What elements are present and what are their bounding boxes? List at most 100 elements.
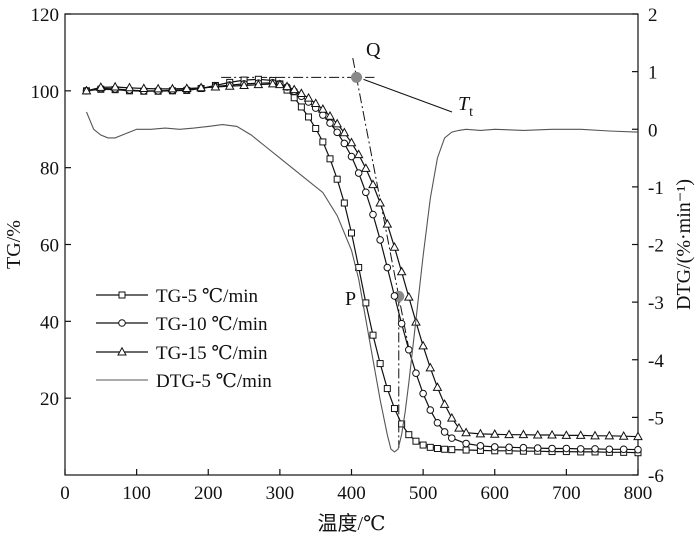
data-point-tg10 — [447, 434, 456, 442]
data-point-tg5 — [348, 229, 355, 237]
data-point-tg10 — [383, 263, 392, 272]
data-point-tg15 — [153, 83, 163, 93]
data-point-tg15 — [360, 163, 371, 172]
data-point-tg15 — [418, 340, 428, 350]
data-point-tg15 — [547, 429, 557, 439]
x-tick-label: 800 — [624, 483, 653, 504]
series-line-tg10 — [86, 82, 639, 451]
data-point-tg10 — [490, 443, 499, 451]
data-point-tg15 — [339, 127, 350, 137]
data-point-tg5 — [441, 445, 449, 453]
data-point-tg15 — [461, 427, 471, 437]
data-point-tg10 — [419, 389, 427, 398]
annotation-tt-main: T — [458, 93, 471, 115]
data-point-tg15 — [446, 412, 457, 422]
data-point-tg15 — [95, 82, 106, 91]
series-dtg5 — [85, 111, 639, 453]
y-left-tick-label: 60 — [40, 236, 59, 257]
legend-marker-tg5 — [118, 291, 126, 299]
data-point-tg15 — [353, 149, 364, 159]
y-right-tick-label: -1 — [648, 178, 664, 199]
x-tick-label: 500 — [409, 483, 438, 504]
data-point-tg15 — [253, 79, 264, 89]
y-left-tick-label: 40 — [40, 312, 59, 333]
data-point-tg15 — [432, 382, 443, 391]
x-axis-title: 温度/℃ — [318, 512, 386, 535]
series-tg10 — [82, 78, 642, 454]
legend-label-tg15: TG-15 ℃/min — [156, 343, 268, 364]
point-q-marker — [351, 71, 363, 83]
y-left-tick-label: 100 — [31, 82, 60, 103]
y-right-tick-label: -4 — [648, 351, 664, 372]
legend: TG-5 ℃/min TG-10 ℃/min TG-15 ℃/min DTG-5… — [96, 286, 272, 392]
data-point-tg15 — [210, 81, 221, 91]
data-point-tg10 — [333, 128, 341, 137]
y-right-tick-label: -2 — [648, 236, 664, 257]
data-point-tg15 — [389, 241, 400, 251]
data-point-tg5 — [405, 431, 413, 439]
data-point-tg5 — [390, 405, 398, 413]
legend-marker-tg10 — [118, 319, 126, 327]
data-point-tg10 — [412, 369, 420, 377]
y-left-tick-label: 80 — [40, 159, 59, 180]
annotation-tt-subscript: t — [469, 105, 473, 120]
data-point-tg10 — [426, 406, 435, 414]
data-point-tg10 — [347, 152, 356, 161]
data-point-tg15 — [618, 430, 629, 440]
data-point-tg5 — [462, 446, 470, 454]
legend-label-dtg5: DTG-5 ℃/min — [156, 371, 272, 392]
data-point-tg15 — [518, 429, 529, 439]
y-right-tick-label: -3 — [648, 293, 664, 314]
x-tick-label: 700 — [552, 483, 581, 504]
data-point-tg15 — [489, 429, 500, 438]
x-tick-label: 300 — [266, 483, 295, 504]
data-point-tg15 — [454, 422, 464, 432]
data-point-tg15 — [224, 80, 235, 90]
data-point-tg10 — [634, 445, 642, 454]
data-point-tg15 — [310, 98, 321, 108]
y-left-tick-label: 20 — [40, 389, 59, 410]
data-point-tg5 — [412, 437, 420, 445]
data-point-tg10 — [605, 445, 614, 454]
data-point-tg5 — [433, 444, 441, 452]
plot-frame — [64, 13, 639, 476]
data-point-tg10 — [440, 428, 449, 436]
data-point-tg10 — [369, 210, 377, 219]
data-point-tg10 — [354, 169, 363, 177]
annotation-q-label: Q — [366, 39, 381, 61]
data-point-tg5 — [312, 124, 320, 132]
y-axis-right-title: DTG/(%·min⁻¹) — [673, 179, 695, 310]
series-tg15 — [81, 78, 643, 441]
annotations: Q P Tt — [345, 39, 473, 310]
data-point-tg15 — [267, 78, 278, 88]
data-point-tg15 — [396, 266, 407, 276]
data-point-tg15 — [604, 430, 615, 440]
data-point-tg5 — [376, 360, 384, 368]
data-point-tg15 — [425, 362, 436, 372]
data-point-tg5 — [319, 138, 327, 146]
x-tick-label: 600 — [481, 483, 510, 504]
data-point-tg5 — [383, 385, 391, 393]
data-point-tg15 — [275, 79, 285, 89]
data-point-tg15 — [403, 291, 414, 301]
data-point-tg10 — [533, 444, 542, 452]
data-point-tg15 — [318, 104, 328, 113]
data-point-tg15 — [181, 83, 192, 93]
data-point-tg10 — [548, 444, 556, 453]
data-point-tg10 — [619, 445, 628, 454]
data-point-tg15 — [504, 429, 514, 439]
data-point-tg15 — [282, 81, 292, 91]
data-point-tg10 — [433, 418, 442, 427]
data-point-tg5 — [333, 175, 341, 183]
y-right-tick-label: 0 — [648, 120, 658, 141]
data-point-tg15 — [346, 137, 357, 147]
data-point-tg10 — [562, 444, 571, 453]
data-point-tg15 — [296, 88, 307, 98]
data-point-tg15 — [81, 85, 92, 95]
series-line-dtg5 — [85, 111, 639, 453]
data-point-tg10 — [591, 445, 599, 453]
data-point-tg15 — [375, 197, 385, 207]
y-right-tick-label: -6 — [648, 466, 664, 487]
series-line-tg5 — [86, 78, 639, 454]
